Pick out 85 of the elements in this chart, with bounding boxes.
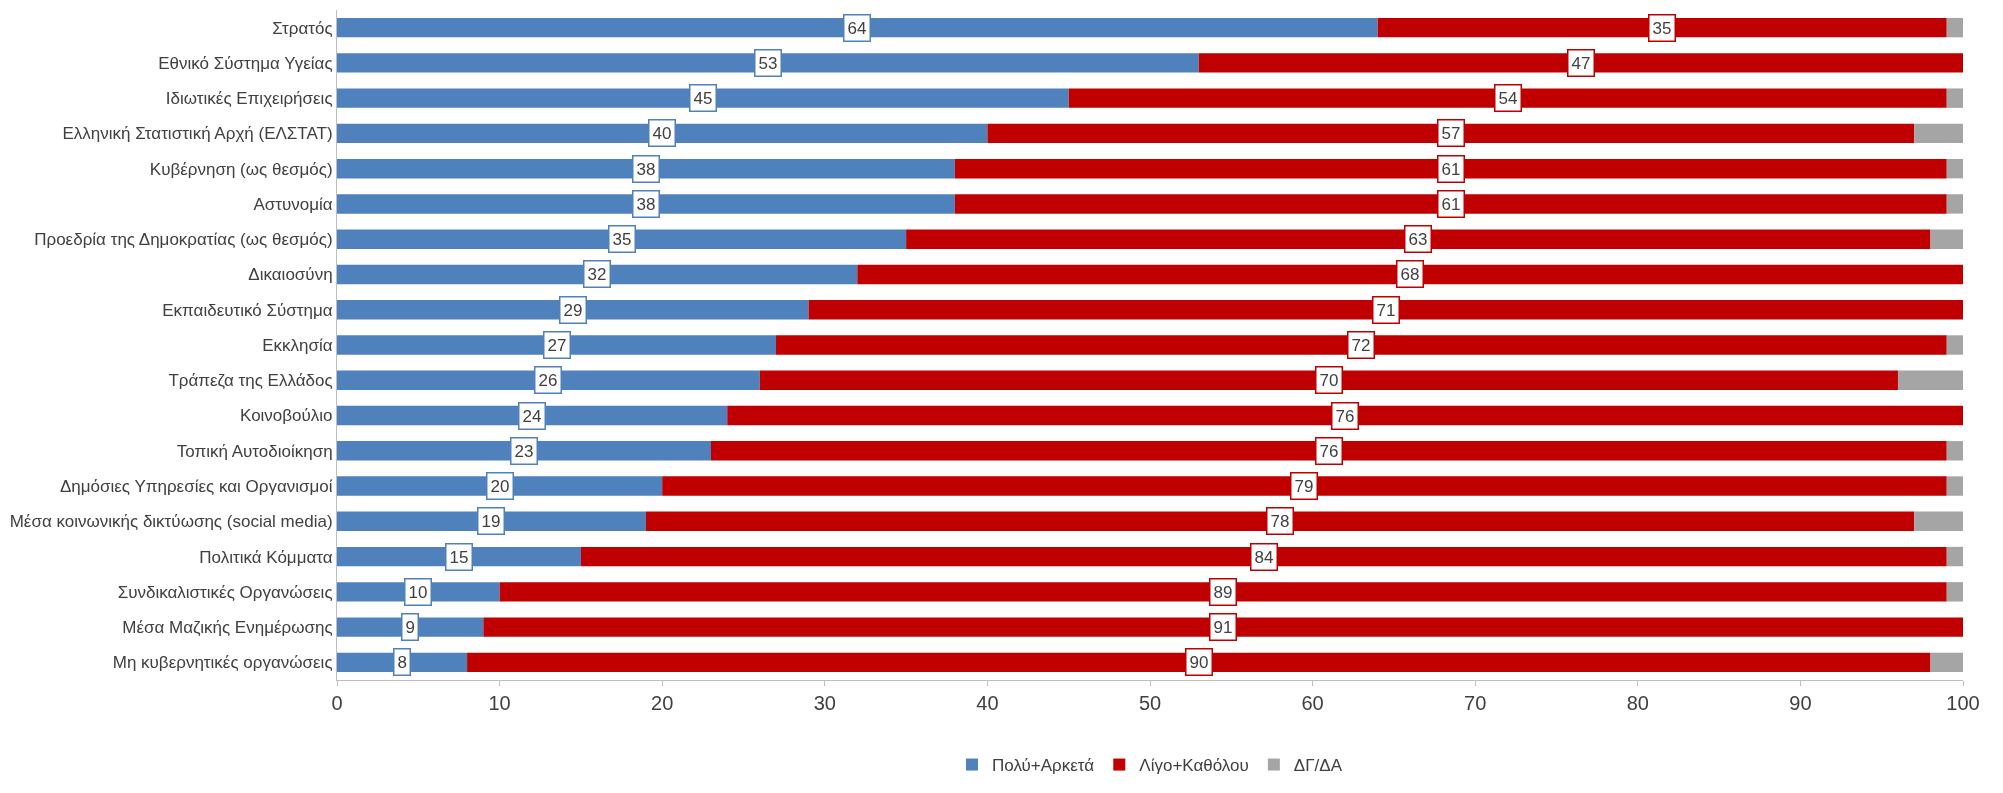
y-tick-label: Εκκλησία [262, 335, 333, 355]
data-label: 23 [514, 441, 534, 461]
data-label: 38 [636, 159, 656, 179]
x-tick-label: 90 [1789, 692, 1812, 714]
bar [1930, 229, 1963, 249]
data-label: 72 [1351, 335, 1371, 355]
data-label: 20 [490, 476, 510, 496]
data-label: 53 [758, 53, 778, 73]
data-label: 24 [522, 406, 542, 426]
bar [1946, 88, 1963, 108]
data-label: 27 [547, 335, 567, 355]
data-label: 90 [1189, 652, 1209, 672]
data-label: 29 [563, 300, 583, 320]
x-tick-label: 50 [1138, 692, 1162, 714]
x-tick-label: 40 [976, 692, 999, 714]
data-label: 9 [405, 617, 415, 637]
bar [1946, 158, 1963, 179]
data-label: 38 [636, 194, 656, 214]
data-label: 78 [1270, 511, 1290, 531]
bar [1946, 17, 1963, 38]
data-label: 64 [847, 18, 867, 38]
data-label: 71 [1376, 300, 1396, 320]
data-label: 54 [1498, 88, 1518, 108]
data-label: 61 [1441, 159, 1461, 179]
data-label: 61 [1441, 194, 1461, 214]
data-label: 76 [1319, 441, 1339, 461]
data-label: 79 [1294, 476, 1314, 496]
x-tick-label: 80 [1626, 692, 1649, 714]
bar [1897, 370, 1963, 390]
bar [1946, 335, 1963, 355]
data-label: 91 [1213, 617, 1233, 637]
data-label: 89 [1213, 582, 1233, 602]
data-label: 63 [1408, 229, 1428, 249]
bar [1946, 194, 1963, 214]
data-label: 19 [481, 511, 501, 531]
bar [1946, 476, 1963, 496]
data-label: 70 [1319, 370, 1339, 390]
y-tick-label: Μέσα κοινωνικής δικτύωσης (social media) [9, 512, 333, 532]
x-tick-label: 30 [813, 692, 836, 714]
y-tick-label: Κοινοβούλιο [240, 406, 333, 426]
x-tick-label: 0 [331, 692, 343, 714]
y-tick-label: Ιδιωτικές Επιχειρήσεις [165, 89, 333, 109]
data-label: 68 [1400, 264, 1420, 284]
y-tick-label: Εθνικό Σύστημα Υγείας [158, 53, 333, 73]
x-tick-label: 100 [1946, 692, 1980, 714]
y-tick-label: Τοπική Αυτοδιοίκηση [176, 441, 333, 461]
data-label: 45 [693, 88, 713, 108]
data-label: 10 [408, 582, 428, 602]
y-tick-label: Εκπαιδευτικό Σύστημα [162, 300, 333, 320]
y-tick-label: Στρατός [272, 18, 333, 38]
bar [1946, 546, 1963, 567]
y-tick-label: Αστυνομία [253, 194, 333, 214]
x-tick-label: 10 [488, 692, 511, 714]
legend-label: ΔΓ/ΔΑ [1293, 756, 1343, 776]
y-tick-label: Κυβέρνηση (ως θεσμός) [149, 159, 333, 179]
bar [1930, 652, 1963, 673]
data-label: 84 [1254, 547, 1274, 567]
data-label: 35 [612, 229, 632, 249]
data-label: 76 [1335, 406, 1355, 426]
x-tick-label: 60 [1301, 692, 1324, 714]
y-tick-label: Μη κυβερνητικές οργανώσεις [112, 653, 333, 673]
data-label: 26 [538, 370, 558, 390]
y-tick-label: Μέσα Μαζικής Ενημέρωσης [122, 618, 333, 638]
data-label: 32 [587, 264, 607, 284]
y-tick-label: Δημόσιες Υπηρεσίες και Οργανισμοί [59, 477, 333, 496]
data-label: 35 [1652, 18, 1672, 38]
y-tick-label: Πολιτικά Κόμματα [199, 547, 333, 567]
bar [1946, 441, 1963, 461]
x-tick-label: 20 [651, 692, 674, 714]
data-label: 57 [1441, 123, 1461, 143]
y-tick-label: Συνδικαλιστικές Οργανώσεις [117, 582, 333, 602]
bar [1946, 582, 1963, 602]
data-label: 40 [652, 123, 672, 143]
legend-label: Λίγο+Καθόλου [1139, 756, 1249, 776]
x-tick-label: 70 [1464, 692, 1487, 714]
y-tick-label: Προεδρία της Δημοκρατίας (ως θεσμός) [34, 230, 333, 250]
y-tick-label: Ελληνική Στατιστική Αρχή (ΕΛΣΤΑΤ) [62, 124, 333, 144]
bar [1914, 511, 1963, 532]
data-label: 47 [1571, 53, 1591, 73]
y-tick-label: Τράπεζα της Ελλάδος [168, 371, 333, 391]
legend-label: Πολύ+Αρκετά [992, 756, 1095, 776]
data-label: 15 [449, 547, 469, 567]
bar [1914, 123, 1963, 144]
data-label: 8 [397, 652, 407, 672]
y-tick-label: Δικαιοσύνη [248, 265, 333, 285]
